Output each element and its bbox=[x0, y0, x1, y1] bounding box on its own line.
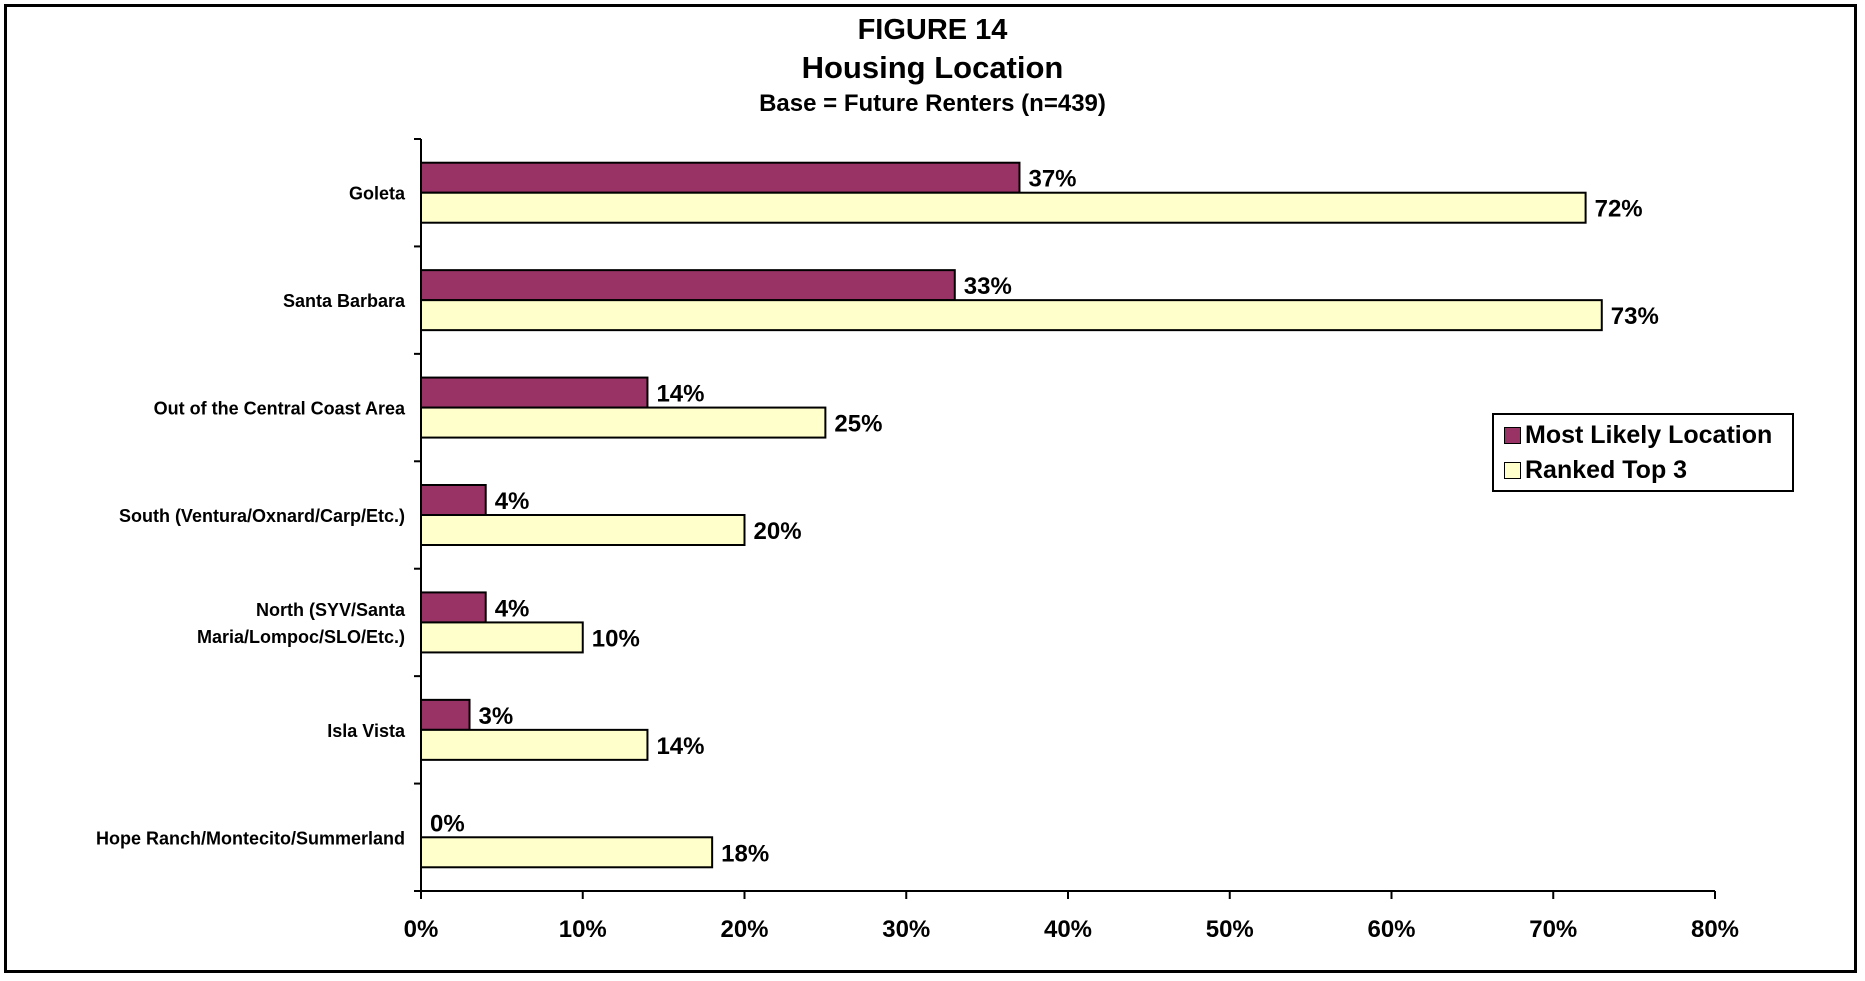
x-tick-label-10: 10% bbox=[559, 916, 607, 943]
value-label-ranked-top3-isla-vista: 14% bbox=[656, 733, 704, 760]
legend-item-most-likely: Most Likely Location bbox=[1504, 421, 1772, 450]
bar-most-likely-goleta bbox=[420, 161, 1021, 194]
x-tick-label-40: 40% bbox=[1044, 916, 1092, 943]
bar-ranked-top3-hope-ranch-montecito-summerland bbox=[420, 836, 714, 869]
category-label-goleta: Goleta bbox=[349, 184, 406, 204]
bar-ranked-top3-santa-barbara bbox=[420, 299, 1603, 332]
x-tick-label-0: 0% bbox=[404, 916, 439, 943]
category-label-north-syv-santa-maria-lompoc-slo-etc-line1: North (SYV/Santa bbox=[256, 600, 406, 620]
value-label-most-likely-out-of-the-central-coast-area: 14% bbox=[656, 381, 704, 408]
category-label-out-of-the-central-coast-area: Out of the Central Coast Area bbox=[154, 399, 406, 419]
x-tick-label-70: 70% bbox=[1529, 916, 1577, 943]
value-label-ranked-top3-out-of-the-central-coast-area: 25% bbox=[834, 411, 882, 438]
value-label-ranked-top3-hope-ranch-montecito-summerland: 18% bbox=[721, 840, 769, 867]
bar-ranked-top3-north-syv-santa-maria-lompoc-slo-etc bbox=[420, 621, 584, 654]
category-label-santa-barbara: Santa Barbara bbox=[283, 291, 406, 311]
chart-base-note: Base = Future Renters (n=439) bbox=[759, 90, 1106, 117]
category-label-north-syv-santa-maria-lompoc-slo-etc-line2: Maria/Lompoc/SLO/Etc.) bbox=[197, 627, 405, 647]
value-label-most-likely-isla-vista: 3% bbox=[479, 703, 514, 730]
legend: Most Likely Location Ranked Top 3 bbox=[1492, 413, 1794, 492]
category-label-south-ventura-oxnard-carp-etc: South (Ventura/Oxnard/Carp/Etc.) bbox=[119, 506, 405, 526]
bar-ranked-top3-isla-vista bbox=[420, 728, 649, 761]
value-label-most-likely-santa-barbara: 33% bbox=[964, 273, 1012, 300]
x-tick-label-80: 80% bbox=[1691, 916, 1739, 943]
value-label-ranked-top3-santa-barbara: 73% bbox=[1611, 303, 1659, 330]
category-label-hope-ranch-montecito-summerland: Hope Ranch/Montecito/Summerland bbox=[96, 828, 405, 848]
bar-most-likely-santa-barbara bbox=[420, 269, 956, 302]
bar-ranked-top3-goleta bbox=[420, 191, 1587, 224]
legend-item-ranked-top3: Ranked Top 3 bbox=[1504, 456, 1687, 485]
value-label-most-likely-north-syv-santa-maria-lompoc-slo-etc: 4% bbox=[495, 595, 530, 622]
x-tick-label-20: 20% bbox=[720, 916, 768, 943]
x-tick-label-60: 60% bbox=[1367, 916, 1415, 943]
category-label-isla-vista: Isla Vista bbox=[327, 721, 406, 741]
value-label-most-likely-hope-ranch-montecito-summerland: 0% bbox=[430, 810, 465, 837]
chart-title: FIGURE 14 bbox=[857, 14, 1008, 46]
value-label-most-likely-goleta: 37% bbox=[1028, 166, 1076, 193]
chart-subtitle: Housing Location bbox=[801, 50, 1064, 85]
value-label-ranked-top3-goleta: 72% bbox=[1595, 196, 1643, 223]
value-label-ranked-top3-south-ventura-oxnard-carp-etc: 20% bbox=[754, 518, 802, 545]
value-label-ranked-top3-north-syv-santa-maria-lompoc-slo-etc: 10% bbox=[592, 625, 640, 652]
legend-label-ranked-top3: Ranked Top 3 bbox=[1525, 456, 1688, 484]
legend-swatch-most-likely bbox=[1504, 427, 1521, 444]
bar-most-likely-south-ventura-oxnard-carp-etc bbox=[420, 484, 487, 516]
bar-most-likely-north-syv-santa-maria-lompoc-slo-etc bbox=[420, 591, 487, 624]
x-tick-label-30: 30% bbox=[882, 916, 930, 943]
bar-ranked-top3-south-ventura-oxnard-carp-etc bbox=[420, 514, 746, 546]
bar-most-likely-out-of-the-central-coast-area bbox=[420, 376, 649, 409]
x-tick-label-50: 50% bbox=[1206, 916, 1254, 943]
bar-most-likely-isla-vista bbox=[420, 698, 471, 731]
legend-label-most-likely: Most Likely Location bbox=[1525, 421, 1773, 449]
bar-ranked-top3-out-of-the-central-coast-area bbox=[420, 406, 827, 439]
value-label-most-likely-south-ventura-oxnard-carp-etc: 4% bbox=[495, 488, 530, 515]
legend-swatch-ranked-top3 bbox=[1504, 462, 1521, 479]
